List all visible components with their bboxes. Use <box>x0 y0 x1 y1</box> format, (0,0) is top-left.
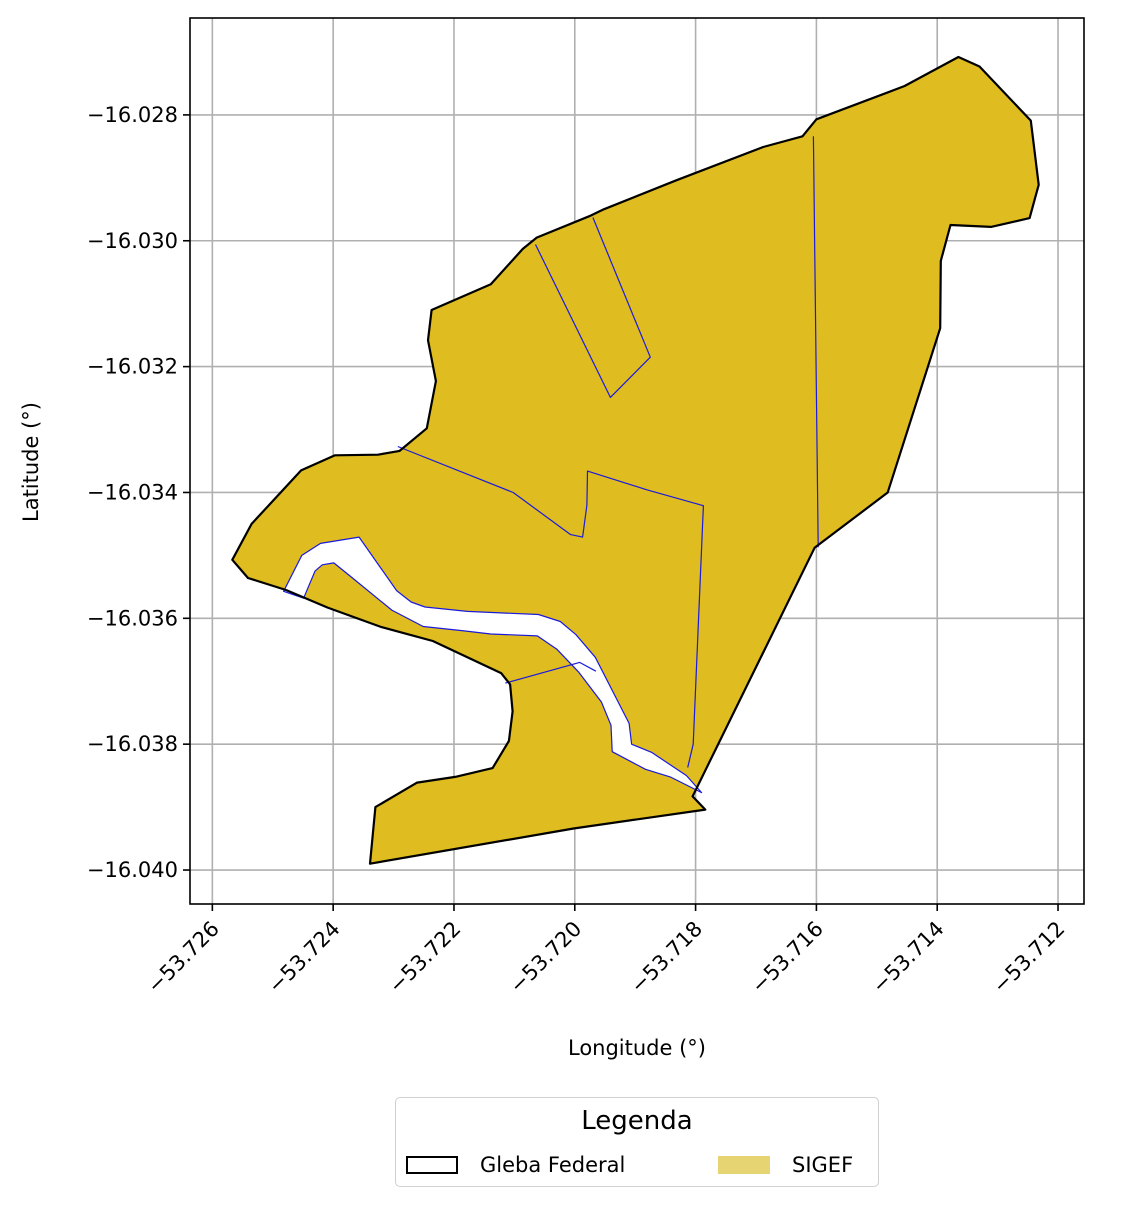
legend-title: Legenda <box>581 1106 693 1136</box>
x-tick-label: −53.726 <box>143 917 224 998</box>
x-tick-label: −53.716 <box>747 917 828 998</box>
sigef-parcel-boundary <box>534 217 651 398</box>
sigef-parcel-area <box>231 56 1040 865</box>
x-tick-label: −53.722 <box>384 917 465 998</box>
x-axis-label: Longitude (°) <box>568 1036 706 1060</box>
y-tick-label: −16.036 <box>87 606 178 630</box>
legend-swatch-fill <box>718 1156 770 1174</box>
map-layers <box>231 55 1040 865</box>
gleba-federal-boundary <box>231 55 1040 865</box>
y-tick-label: −16.040 <box>87 858 178 882</box>
y-tick-label: −16.028 <box>87 103 178 127</box>
y-tick-label: −16.034 <box>87 480 178 504</box>
legend-label-gleba-federal: Gleba Federal <box>480 1153 626 1177</box>
legend: Legenda Gleba Federal SIGEF <box>395 1097 879 1187</box>
y-tick-label: −16.032 <box>87 355 178 379</box>
x-tick-label: −53.720 <box>505 917 586 998</box>
y-tick-label: −16.038 <box>87 732 178 756</box>
legend-label-sigef: SIGEF <box>792 1153 854 1177</box>
x-tick-label: −53.712 <box>988 917 1069 998</box>
x-tick-label: −53.714 <box>867 917 948 998</box>
legend-swatch-outline <box>406 1156 458 1174</box>
sigef-parcel-boundary <box>397 445 705 768</box>
x-tick-label: −53.724 <box>263 917 344 998</box>
map-frame <box>189 17 1085 905</box>
sigef-parcel-boundary <box>505 661 597 684</box>
legend-item-gleba-federal: Gleba Federal <box>406 1150 625 1180</box>
legend-item-sigef: SIGEF <box>718 1150 853 1180</box>
x-tick-label: −53.718 <box>626 917 707 998</box>
y-tick-label: −16.030 <box>87 229 178 253</box>
y-axis-label: Latitude (°) <box>19 402 43 522</box>
sigef-parcel-boundary <box>812 136 819 548</box>
road-strip <box>283 536 703 794</box>
